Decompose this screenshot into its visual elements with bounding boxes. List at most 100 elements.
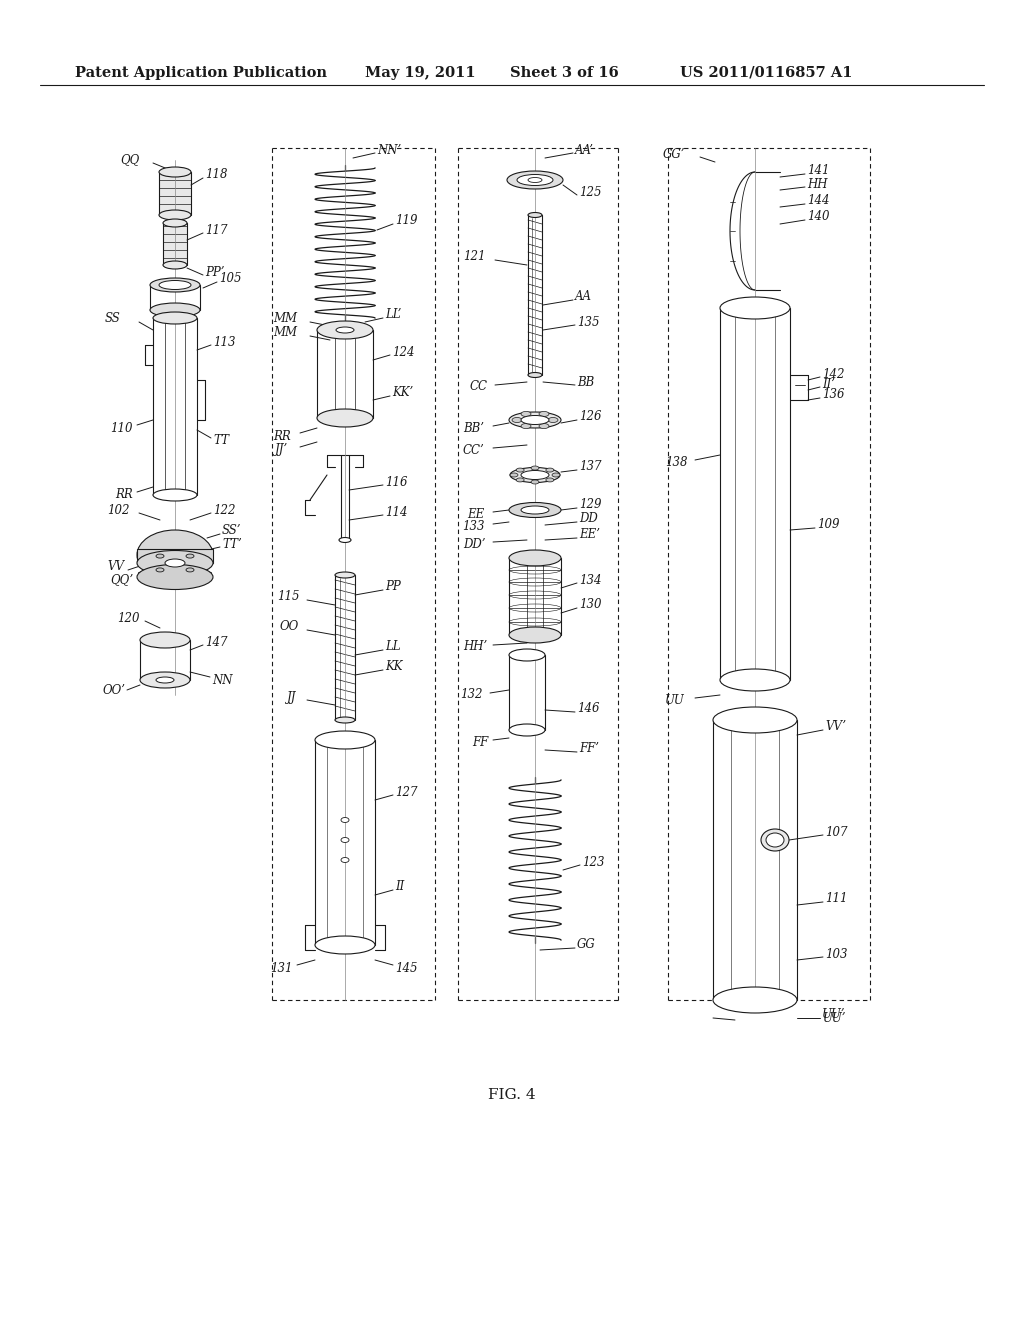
- Text: LL’: LL’: [385, 309, 401, 322]
- Text: US 2011/0116857 A1: US 2011/0116857 A1: [680, 66, 853, 81]
- FancyBboxPatch shape: [159, 172, 191, 215]
- Text: 126: 126: [579, 411, 601, 424]
- Ellipse shape: [156, 677, 174, 682]
- Text: Patent Application Publication: Patent Application Publication: [75, 66, 327, 81]
- Ellipse shape: [186, 568, 194, 572]
- Text: 117: 117: [205, 223, 227, 236]
- Ellipse shape: [761, 829, 790, 851]
- Text: 110: 110: [110, 421, 132, 434]
- Text: 132: 132: [460, 689, 482, 701]
- Ellipse shape: [509, 503, 561, 517]
- Ellipse shape: [531, 466, 539, 470]
- Text: FF: FF: [472, 735, 488, 748]
- Ellipse shape: [159, 210, 191, 220]
- Ellipse shape: [150, 279, 200, 292]
- Text: 118: 118: [205, 169, 227, 181]
- Text: QQ: QQ: [120, 153, 139, 166]
- Text: 147: 147: [205, 635, 227, 648]
- Text: 125: 125: [579, 186, 601, 199]
- Text: 137: 137: [579, 461, 601, 474]
- Text: May 19, 2011: May 19, 2011: [365, 66, 475, 81]
- Ellipse shape: [548, 417, 558, 422]
- Ellipse shape: [516, 469, 524, 473]
- Ellipse shape: [159, 281, 191, 289]
- Text: MM: MM: [273, 313, 297, 326]
- Text: NN: NN: [212, 673, 232, 686]
- Ellipse shape: [509, 550, 561, 566]
- Text: AA’: AA’: [575, 144, 594, 157]
- Text: RR: RR: [273, 429, 291, 442]
- Text: VV: VV: [106, 561, 124, 573]
- Text: HH’: HH’: [463, 640, 487, 653]
- Text: 103: 103: [825, 948, 848, 961]
- Text: PP: PP: [385, 581, 400, 594]
- Text: 121: 121: [463, 251, 485, 264]
- Text: 131: 131: [270, 961, 293, 974]
- Ellipse shape: [552, 473, 560, 477]
- Text: 105: 105: [219, 272, 242, 285]
- Ellipse shape: [509, 412, 561, 428]
- Ellipse shape: [509, 627, 561, 643]
- Text: AA: AA: [575, 290, 592, 304]
- Text: 136: 136: [822, 388, 845, 401]
- Ellipse shape: [159, 168, 191, 177]
- Text: 127: 127: [395, 785, 418, 799]
- Ellipse shape: [137, 550, 213, 576]
- Ellipse shape: [546, 478, 554, 482]
- Text: NN’: NN’: [377, 144, 401, 157]
- Text: CC: CC: [470, 380, 488, 393]
- Text: 114: 114: [385, 506, 408, 519]
- Ellipse shape: [156, 554, 164, 558]
- Text: VV’: VV’: [825, 721, 846, 734]
- Ellipse shape: [317, 409, 373, 426]
- Text: DD: DD: [579, 512, 598, 525]
- Ellipse shape: [341, 837, 349, 842]
- Ellipse shape: [163, 219, 187, 227]
- Text: 109: 109: [817, 519, 840, 532]
- Text: 135: 135: [577, 315, 599, 329]
- Ellipse shape: [539, 424, 549, 429]
- Text: 133: 133: [462, 520, 484, 533]
- Text: 113: 113: [213, 335, 236, 348]
- Ellipse shape: [153, 312, 197, 323]
- Text: 138: 138: [665, 457, 687, 470]
- Text: OO: OO: [280, 620, 299, 634]
- Text: DD’: DD’: [463, 537, 485, 550]
- Ellipse shape: [528, 177, 542, 182]
- Ellipse shape: [163, 261, 187, 269]
- Text: SS’: SS’: [222, 524, 242, 537]
- Text: II: II: [395, 880, 404, 894]
- Text: EE: EE: [467, 508, 484, 521]
- Ellipse shape: [165, 558, 185, 568]
- Ellipse shape: [137, 565, 213, 590]
- Text: BB’: BB’: [463, 421, 484, 434]
- Text: 145: 145: [395, 961, 418, 974]
- Ellipse shape: [521, 416, 549, 425]
- Ellipse shape: [531, 480, 539, 484]
- Text: 134: 134: [579, 573, 601, 586]
- Ellipse shape: [509, 723, 545, 737]
- Ellipse shape: [521, 412, 531, 416]
- Text: UU: UU: [665, 693, 685, 706]
- Ellipse shape: [335, 717, 355, 723]
- Text: 119: 119: [395, 214, 418, 227]
- Text: 111: 111: [825, 892, 848, 906]
- Text: QQ’: QQ’: [110, 573, 133, 586]
- Text: KK’: KK’: [392, 387, 414, 400]
- Ellipse shape: [150, 304, 200, 317]
- Ellipse shape: [510, 473, 518, 477]
- Text: FF’: FF’: [579, 742, 599, 755]
- Ellipse shape: [341, 858, 349, 862]
- Text: 144: 144: [807, 194, 829, 207]
- Text: II’: II’: [822, 378, 835, 391]
- Text: CC’: CC’: [463, 444, 484, 457]
- Ellipse shape: [137, 531, 213, 579]
- Text: KK: KK: [385, 660, 402, 673]
- Ellipse shape: [341, 817, 349, 822]
- Text: TT: TT: [213, 434, 229, 447]
- Ellipse shape: [315, 936, 375, 954]
- Text: 115: 115: [278, 590, 299, 603]
- Text: EE’: EE’: [579, 528, 600, 541]
- Ellipse shape: [720, 297, 790, 319]
- Ellipse shape: [509, 649, 545, 661]
